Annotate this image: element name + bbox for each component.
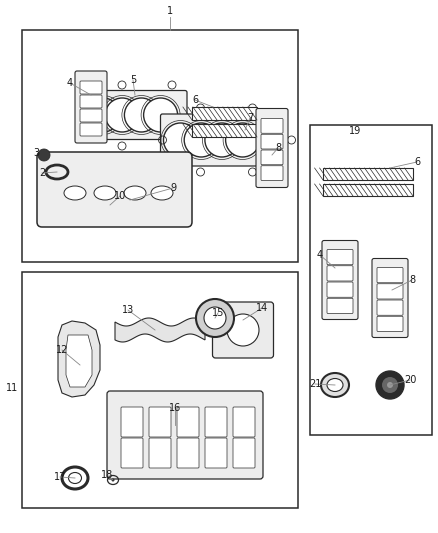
FancyBboxPatch shape [177,438,199,468]
FancyBboxPatch shape [327,282,353,297]
Circle shape [124,98,159,132]
FancyBboxPatch shape [327,298,353,313]
Text: 17: 17 [54,472,66,482]
Circle shape [387,382,393,388]
Circle shape [205,123,239,157]
Bar [310,125,432,435]
FancyBboxPatch shape [261,118,283,133]
Ellipse shape [151,186,173,200]
Circle shape [184,123,218,157]
Text: 20: 20 [404,375,416,385]
Text: 12: 12 [56,345,68,355]
FancyBboxPatch shape [256,109,288,188]
Bar [22,272,298,508]
FancyBboxPatch shape [327,249,353,265]
FancyBboxPatch shape [80,81,102,94]
Circle shape [38,149,50,161]
Text: 2: 2 [39,168,45,178]
Text: 9: 9 [170,183,176,193]
Text: 1: 1 [167,6,173,16]
Bar [323,184,413,196]
FancyBboxPatch shape [261,134,283,149]
FancyBboxPatch shape [372,259,408,337]
FancyBboxPatch shape [233,407,255,437]
Text: 7: 7 [247,113,253,123]
Circle shape [112,479,114,481]
FancyBboxPatch shape [121,438,143,468]
FancyBboxPatch shape [160,114,269,166]
Text: 18: 18 [101,470,113,480]
FancyBboxPatch shape [261,150,283,165]
Text: 11: 11 [6,383,18,393]
Text: 21: 21 [309,379,321,389]
Polygon shape [66,335,92,387]
Text: 16: 16 [169,403,181,413]
Circle shape [376,371,404,399]
FancyBboxPatch shape [212,302,273,358]
FancyBboxPatch shape [377,300,403,315]
Circle shape [382,377,398,393]
FancyBboxPatch shape [107,391,263,479]
FancyBboxPatch shape [37,152,192,227]
Circle shape [196,299,234,337]
Circle shape [226,123,260,157]
FancyBboxPatch shape [377,316,403,332]
Text: 6: 6 [192,95,198,105]
Circle shape [227,314,259,346]
FancyBboxPatch shape [233,438,255,468]
Text: 13: 13 [122,305,134,315]
Text: 4: 4 [67,78,73,88]
Text: 6: 6 [414,157,420,167]
Text: 4: 4 [317,250,323,260]
Ellipse shape [327,378,343,392]
FancyBboxPatch shape [177,407,199,437]
Text: 5: 5 [130,75,136,85]
Ellipse shape [321,373,349,397]
Ellipse shape [94,186,116,200]
Text: 19: 19 [349,126,361,136]
FancyBboxPatch shape [322,240,358,319]
Circle shape [144,98,177,132]
Polygon shape [115,318,205,342]
FancyBboxPatch shape [80,109,102,122]
Text: 10: 10 [114,191,126,201]
FancyBboxPatch shape [261,166,283,181]
FancyBboxPatch shape [377,268,403,282]
Text: 14: 14 [256,303,268,313]
FancyBboxPatch shape [205,407,227,437]
Text: 3: 3 [33,148,39,158]
FancyBboxPatch shape [205,438,227,468]
FancyBboxPatch shape [327,266,353,281]
FancyBboxPatch shape [83,91,187,140]
Ellipse shape [124,186,146,200]
FancyBboxPatch shape [80,123,102,136]
Circle shape [204,307,226,329]
Polygon shape [58,321,100,397]
Text: 8: 8 [409,275,415,285]
Circle shape [86,98,120,132]
FancyBboxPatch shape [75,71,107,143]
FancyBboxPatch shape [149,438,171,468]
Bar [323,168,413,180]
FancyBboxPatch shape [121,407,143,437]
FancyBboxPatch shape [80,95,102,108]
Bar [192,124,257,137]
Bar [192,107,257,120]
Bar [22,30,298,262]
FancyBboxPatch shape [149,407,171,437]
Circle shape [105,98,139,132]
Circle shape [163,123,198,157]
Text: 15: 15 [212,308,224,318]
Ellipse shape [64,186,86,200]
Text: 8: 8 [275,143,281,153]
FancyBboxPatch shape [377,284,403,299]
